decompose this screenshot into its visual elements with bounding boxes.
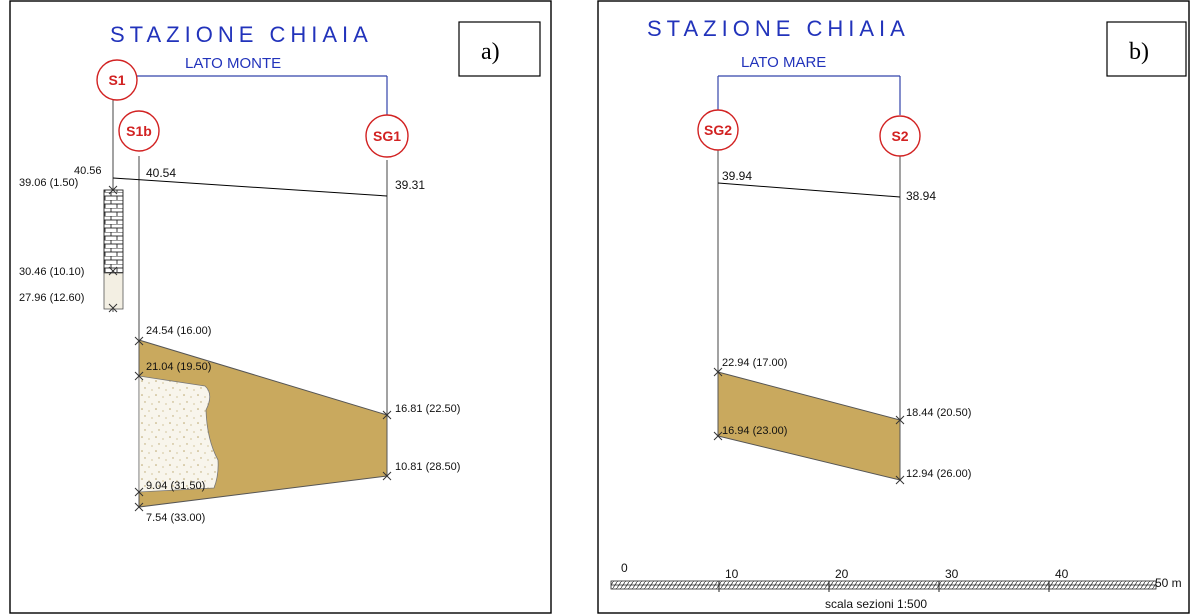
panel-b: STAZIONE CHIAIA LATO MARE b) SG2 S2 39.9… [597,0,1190,614]
elevation-label: 39.31 [395,178,425,192]
loose-material-zone [138,375,219,493]
elevation-label: 21.04 (19.50) [146,361,211,373]
borehole-label-s1b: S1b [126,123,152,139]
scale-bar [610,580,1157,592]
borehole-label-s1: S1 [108,72,125,88]
borehole-marker-s1b [118,110,160,152]
borehole-marker-sg2 [697,109,739,151]
ground-surface-line [112,177,388,197]
scale-caption: scala sezioni 1:500 [825,597,927,611]
elevation-label: 30.46 (10.10) [19,266,84,278]
borehole-label-sg1: SG1 [373,128,401,144]
scale-tick-label: 0 [621,561,628,575]
borehole-marker-sg1 [365,114,409,158]
panel-a: STAZIONE CHIAIA LATO MONTE a) [0,0,590,614]
scale-tick-label: 10 [725,567,739,581]
section-b-drawing: STAZIONE CHIAIA LATO MARE b) SG2 S2 39.9… [597,0,1190,614]
station-title: STAZIONE CHIAIA [110,22,373,47]
elevation-label: 18.44 (20.50) [906,407,971,419]
elevation-label: 39.06 (1.50) [19,177,78,189]
elevation-label: 38.94 [906,189,936,203]
borehole-marker-s1 [96,59,138,101]
elevation-label: 16.81 (22.50) [395,403,460,415]
scale-tick-label: 20 [835,567,849,581]
panel-a-frame [9,0,552,614]
elevation-label: 27.96 (12.60) [19,292,84,304]
borehole-marker-s2 [879,115,921,157]
borehole-label-s2: S2 [891,128,908,144]
elevation-label: 40.56 [74,165,102,177]
station-title: STAZIONE CHIAIA [647,16,910,41]
section-subtitle: LATO MARE [741,54,826,71]
elevation-label: 40.54 [146,166,176,180]
panel-tag: a) [481,39,500,65]
masonry-fill [103,189,124,274]
scale-tick-label: 30 [945,567,959,581]
elevation-label: 10.81 (28.50) [395,461,460,473]
fill-material [103,272,124,310]
elevation-label: 24.54 (16.00) [146,325,211,337]
scale-tick-label: 50 m [1155,576,1182,590]
elevation-label: 22.94 (17.00) [722,357,787,369]
scale-tick-label: 40 [1055,567,1069,581]
panel-tag: b) [1129,39,1149,65]
elevation-label: 9.04 (31.50) [146,480,205,492]
depth-markers [108,185,392,512]
elevation-label: 12.94 (26.00) [906,468,971,480]
elevation-label: 39.94 [722,169,752,183]
depth-markers [713,367,905,485]
panel-tag-box [458,21,541,77]
panel-b-frame [597,0,1190,614]
borehole-label-sg2: SG2 [704,122,732,138]
elevation-label: 16.94 (23.00) [722,425,787,437]
panel-tag-box [1106,21,1187,77]
ground-surface-line [717,182,901,198]
section-subtitle: LATO MONTE [185,55,281,72]
section-a-drawing: STAZIONE CHIAIA LATO MONTE a) [9,0,552,614]
elevation-label: 7.54 (33.00) [146,512,205,524]
